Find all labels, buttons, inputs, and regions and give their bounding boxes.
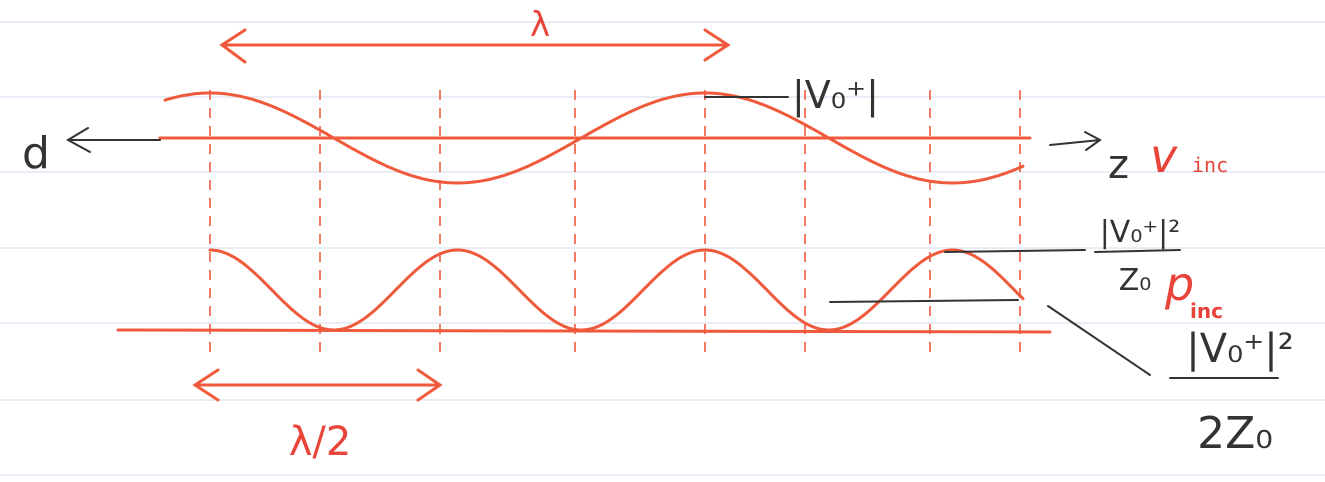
peak-fraction-bar [1095,250,1180,252]
d-arrow [68,128,160,152]
z-label: z [1108,142,1129,188]
average-numerator: |V₀⁺|² [1186,326,1294,372]
voltage-subscript: inc [1192,153,1228,177]
peak-numerator: |V₀⁺|² [1100,215,1181,250]
average-leader [830,300,1018,302]
wavelength-arrow [222,30,728,62]
voltage-symbol: v [1150,129,1178,183]
peak-leader [945,250,1085,252]
average-denominator: 2Z₀ [1197,408,1273,459]
average-pointer [1048,306,1150,375]
half-wavelength-arrow [195,370,440,400]
diagram: λ λ/2 d z v inc |V₀⁺| |V₀⁺|² Z₀ p inc |V… [0,0,1325,482]
power-subscript: inc [1190,299,1223,323]
peak-denominator: Z₀ [1119,263,1152,298]
guide-lines [210,90,1020,360]
d-label: d [22,128,50,179]
amplitude-label: |V₀⁺| [792,73,879,118]
z-arrow [1050,132,1100,150]
wavelength-label: λ [530,5,550,45]
power-wave [210,250,1023,330]
half-wavelength-label: λ/2 [289,419,352,465]
